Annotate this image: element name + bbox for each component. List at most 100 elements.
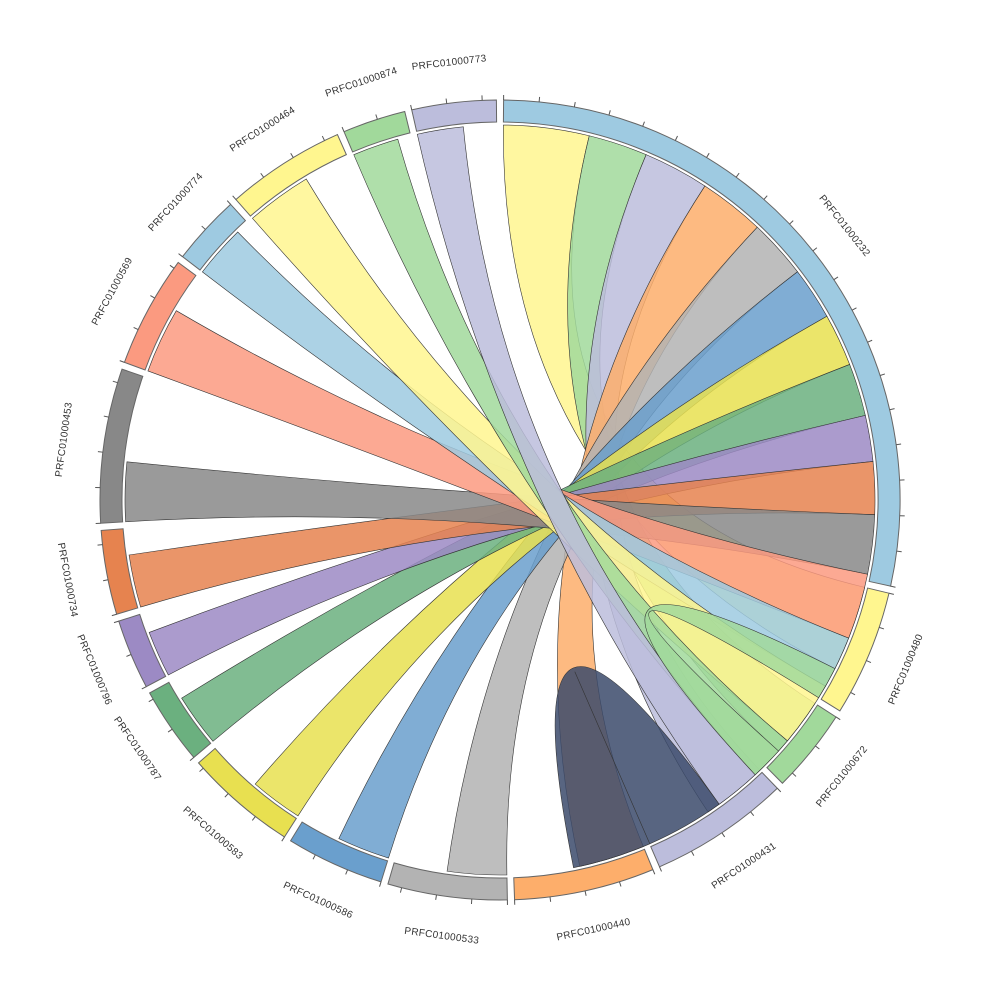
group-arc-prfc01000232 (502, 99, 901, 587)
group-arc-prfc01000431 (650, 771, 779, 868)
group-label: PRFC01000583 (181, 805, 245, 863)
tick-mark (721, 832, 726, 838)
tick-mark (321, 135, 325, 141)
tick-mark (399, 887, 403, 893)
group-label: PRFC01000672 (814, 744, 870, 810)
tick-mark (789, 220, 794, 225)
ribbons (124, 124, 876, 876)
tick-mark (167, 728, 173, 733)
tick-mark (133, 326, 139, 330)
tick-mark (341, 126, 345, 132)
tick-mark (178, 253, 183, 258)
group-ticks (95, 95, 905, 905)
group-label: PRFC01000533 (404, 926, 480, 947)
tick-mark (573, 101, 576, 108)
tick-mark (889, 408, 895, 411)
tick-mark (763, 195, 768, 200)
tick-mark (851, 307, 857, 311)
tick-mark (260, 172, 265, 178)
group-arc-prfc01000480 (820, 587, 890, 712)
group-arc-prfc01000586 (289, 821, 389, 883)
tick-mark (896, 443, 902, 446)
group-arc-prfc01000796 (118, 613, 167, 688)
tick-mark (199, 767, 204, 772)
tick-mark (812, 247, 818, 252)
tick-mark (148, 698, 154, 703)
tick-mark (201, 225, 206, 230)
tick-mark (126, 654, 132, 657)
tick-mark (169, 264, 175, 269)
tick-mark (896, 550, 902, 553)
tick-mark (691, 850, 695, 856)
group-label: PRFC01000874 (324, 65, 399, 99)
tick-mark (290, 153, 294, 158)
tick-mark (232, 195, 237, 200)
group-label: PRFC01000586 (281, 880, 354, 921)
group-label: PRFC01000453 (54, 401, 75, 477)
group-arc-prfc01000569 (123, 261, 197, 371)
tick-mark (410, 104, 413, 110)
tick-mark (312, 854, 316, 860)
tick-mark (659, 866, 662, 872)
tick-mark (103, 415, 109, 418)
group-label: PRFC01000734 (55, 542, 80, 618)
group-label: PRFC01000431 (710, 841, 779, 892)
group-arc-prfc01000787 (148, 681, 212, 759)
group-arc-prfc01000734 (100, 528, 139, 615)
group-label: PRFC01000464 (228, 105, 297, 155)
tick-mark (642, 121, 645, 127)
tick-mark (113, 620, 119, 624)
tick-mark (674, 135, 678, 141)
tick-mark (835, 716, 841, 721)
tick-mark (879, 373, 886, 376)
tick-mark (833, 276, 839, 281)
tick-mark (189, 757, 195, 762)
group-arc-prfc01000773 (411, 99, 498, 132)
group-arc-prfc01000774 (181, 203, 247, 271)
tick-mark (867, 339, 873, 343)
ribbon-prfc01000232-prfc01000773 (416, 126, 756, 805)
tick-mark (735, 172, 740, 178)
group-arc-prfc01000583 (197, 747, 298, 838)
tick-mark (890, 585, 896, 588)
ribbon-prfc01000232-prfc01000232 (554, 666, 720, 869)
tick-mark (224, 793, 229, 798)
tick-mark (706, 152, 710, 158)
group-arc-prfc01000440 (513, 848, 654, 901)
tick-mark (103, 579, 109, 582)
tick-mark (791, 772, 797, 777)
tick-mark (119, 360, 125, 363)
tick-mark (97, 544, 103, 546)
group-label: PRFC01000232 (816, 193, 872, 259)
group-arc-prfc01000672 (766, 704, 837, 784)
tick-mark (226, 200, 231, 205)
group-label: PRFC01000787 (111, 715, 163, 783)
tick-mark (850, 692, 856, 696)
tick-mark (866, 660, 872, 664)
tick-mark (375, 114, 378, 120)
group-label: PRFC01000480 (887, 632, 926, 706)
tick-mark (815, 745, 820, 750)
tick-mark (584, 890, 587, 896)
tick-mark (652, 869, 656, 875)
group-arc-prfc01000453 (99, 368, 144, 524)
tick-mark (379, 881, 382, 887)
group-label: PRFC01000796 (74, 633, 113, 707)
group-label: PRFC01000440 (556, 917, 632, 944)
tick-mark (608, 110, 611, 116)
group-arc-prfc01000533 (387, 862, 508, 901)
tick-mark (618, 881, 622, 887)
tick-mark (888, 592, 894, 595)
tick-mark (750, 811, 755, 816)
ribbon-prfc01000480-prfc01000672 (644, 604, 836, 776)
group-arc-prfc01000464 (235, 133, 348, 217)
tick-mark (879, 626, 885, 630)
tick-mark (111, 613, 117, 617)
group-arcs (99, 99, 901, 901)
tick-mark (776, 787, 782, 793)
tick-mark (141, 686, 147, 690)
group-label: PRFC01000773 (411, 53, 487, 73)
tick-mark (251, 816, 256, 821)
group-label: PRFC01000569 (90, 256, 135, 328)
